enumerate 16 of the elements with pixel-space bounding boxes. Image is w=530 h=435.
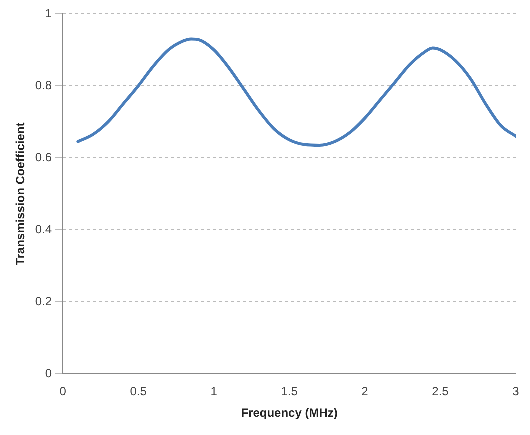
x-tick-label: 2 xyxy=(362,384,369,399)
x-tick-label: 0 xyxy=(60,384,67,399)
y-tick-label: 0.2 xyxy=(35,294,52,308)
y-tick-label: 0.6 xyxy=(35,150,52,164)
y-tick-label: 0.8 xyxy=(35,78,52,92)
x-axis-title: Frequency (MHz) xyxy=(241,406,338,420)
y-axis-title: Transmission Coefficient xyxy=(14,122,28,266)
x-tick-label: 0.5 xyxy=(130,384,148,399)
x-tick-label: 3 xyxy=(512,384,520,399)
y-tick-label: 0.4 xyxy=(35,222,52,236)
x-tick-label: 1.5 xyxy=(281,384,298,399)
x-tick-label: 2.5 xyxy=(432,384,450,399)
line-series xyxy=(76,38,516,147)
y-tick-label: 0 xyxy=(45,366,52,381)
y-tick-label: 1 xyxy=(45,6,52,20)
x-tick-label: 1 xyxy=(210,384,218,399)
